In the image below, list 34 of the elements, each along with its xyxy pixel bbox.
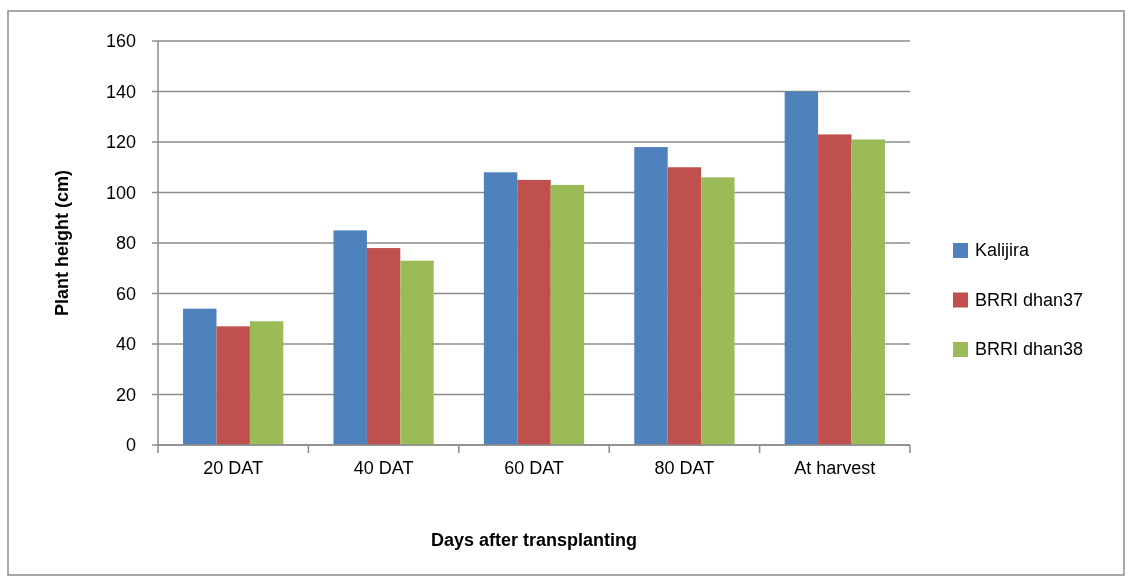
- bar: [366, 248, 401, 445]
- y-axis-title: Plant height (cm): [52, 169, 73, 317]
- bar: [183, 308, 217, 445]
- x-tick-label: 60 DAT: [504, 458, 564, 479]
- bar: [667, 167, 702, 445]
- bar: [249, 321, 284, 445]
- bar: [784, 91, 819, 445]
- y-tick-label: 0: [125, 435, 136, 456]
- legend-label: BRRI dhan38: [975, 339, 1084, 360]
- y-tick-label: 60: [115, 283, 136, 304]
- bar: [400, 260, 434, 445]
- bar: [550, 184, 585, 445]
- y-tick-label: 120: [105, 132, 136, 153]
- legend-label: BRRI dhan37: [975, 289, 1084, 310]
- bar: [634, 147, 668, 445]
- x-axis-title: Days after transplanting: [430, 530, 638, 551]
- y-tick-label: 160: [105, 31, 136, 52]
- bar: [851, 139, 885, 445]
- bar: [483, 172, 518, 445]
- y-tick-label: 140: [105, 81, 136, 102]
- y-tick-label: 80: [115, 233, 136, 254]
- x-tick-label: 40 DAT: [353, 458, 414, 479]
- y-tick-label: 20: [115, 384, 136, 405]
- x-tick-label: 20 DAT: [203, 458, 264, 479]
- legend-label: Kalijira: [975, 240, 1031, 261]
- y-tick-label: 40: [115, 334, 136, 355]
- bar: [517, 179, 551, 445]
- bar: [216, 326, 250, 445]
- bar: [333, 230, 367, 445]
- x-tick-label: At harvest: [794, 458, 876, 479]
- bar: [818, 134, 852, 445]
- bar: [701, 177, 735, 445]
- y-tick-label: 100: [105, 182, 136, 203]
- x-tick-label: 80 DAT: [654, 458, 715, 479]
